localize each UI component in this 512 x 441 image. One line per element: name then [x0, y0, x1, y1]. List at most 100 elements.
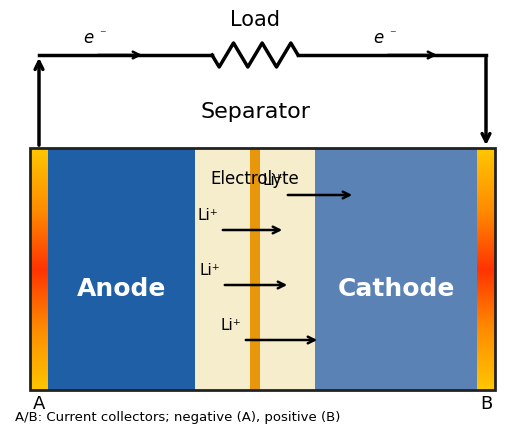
Text: Li⁺: Li⁺: [262, 173, 283, 188]
Bar: [30, 329, 48, 330]
Bar: [477, 369, 495, 370]
Bar: [477, 289, 495, 290]
Bar: [30, 157, 48, 158]
Bar: [30, 383, 48, 384]
Bar: [477, 349, 495, 350]
Bar: [30, 357, 48, 358]
Bar: [477, 347, 495, 348]
Bar: [477, 265, 495, 266]
Bar: [30, 276, 48, 277]
Bar: [30, 172, 48, 173]
Bar: [477, 175, 495, 176]
Bar: [477, 194, 495, 195]
Bar: [30, 272, 48, 273]
Bar: [477, 301, 495, 302]
Bar: [477, 302, 495, 303]
Bar: [30, 295, 48, 296]
Bar: [30, 326, 48, 328]
Bar: [477, 217, 495, 219]
Bar: [477, 233, 495, 234]
Bar: [30, 296, 48, 297]
Bar: [477, 389, 495, 390]
Bar: [477, 308, 495, 309]
Bar: [477, 183, 495, 184]
Bar: [30, 377, 48, 378]
Bar: [477, 187, 495, 188]
Text: Cathode: Cathode: [337, 277, 455, 301]
Bar: [477, 376, 495, 377]
Bar: [477, 348, 495, 349]
Bar: [30, 279, 48, 280]
Bar: [30, 210, 48, 212]
Bar: [477, 296, 495, 297]
Bar: [477, 222, 495, 223]
Bar: [30, 372, 48, 373]
Bar: [30, 342, 48, 343]
Bar: [30, 362, 48, 363]
Bar: [30, 292, 48, 293]
Bar: [30, 294, 48, 295]
Bar: [477, 276, 495, 277]
Bar: [477, 310, 495, 311]
Bar: [477, 286, 495, 287]
Bar: [477, 323, 495, 325]
Bar: [477, 388, 495, 389]
Bar: [477, 377, 495, 378]
Bar: [30, 316, 48, 318]
Bar: [30, 318, 48, 319]
Text: B: B: [480, 395, 492, 413]
Bar: [30, 370, 48, 371]
Bar: [477, 154, 495, 155]
Bar: [477, 255, 495, 256]
Bar: [30, 223, 48, 224]
Bar: [30, 297, 48, 298]
Bar: [477, 274, 495, 275]
Bar: [477, 256, 495, 257]
Bar: [477, 203, 495, 205]
Bar: [30, 322, 48, 323]
Bar: [30, 379, 48, 380]
Bar: [30, 177, 48, 178]
Bar: [250, 148, 260, 390]
Bar: [477, 357, 495, 358]
Text: Li⁺: Li⁺: [199, 263, 220, 278]
Bar: [477, 213, 495, 215]
Bar: [30, 375, 48, 376]
Text: e: e: [83, 29, 93, 47]
Bar: [30, 287, 48, 288]
Bar: [30, 266, 48, 267]
Bar: [477, 283, 495, 284]
Bar: [30, 257, 48, 258]
Bar: [477, 253, 495, 254]
Bar: [477, 371, 495, 372]
Bar: [30, 194, 48, 195]
Bar: [477, 200, 495, 202]
Bar: [477, 315, 495, 316]
Bar: [30, 227, 48, 228]
Bar: [477, 342, 495, 343]
Bar: [477, 219, 495, 220]
Bar: [30, 304, 48, 305]
Bar: [30, 256, 48, 257]
Bar: [30, 389, 48, 390]
Bar: [477, 360, 495, 361]
Bar: [477, 177, 495, 178]
Bar: [30, 232, 48, 233]
Bar: [477, 262, 495, 263]
Bar: [477, 332, 495, 333]
Bar: [477, 314, 495, 315]
Bar: [30, 373, 48, 374]
Bar: [30, 374, 48, 375]
Bar: [477, 235, 495, 236]
Bar: [195, 148, 315, 390]
Bar: [477, 356, 495, 357]
Bar: [477, 284, 495, 285]
Bar: [30, 228, 48, 229]
Bar: [30, 336, 48, 337]
Bar: [477, 248, 495, 249]
Bar: [477, 234, 495, 235]
Bar: [477, 380, 495, 381]
Text: Load: Load: [230, 10, 280, 30]
Bar: [30, 315, 48, 316]
Bar: [30, 231, 48, 232]
